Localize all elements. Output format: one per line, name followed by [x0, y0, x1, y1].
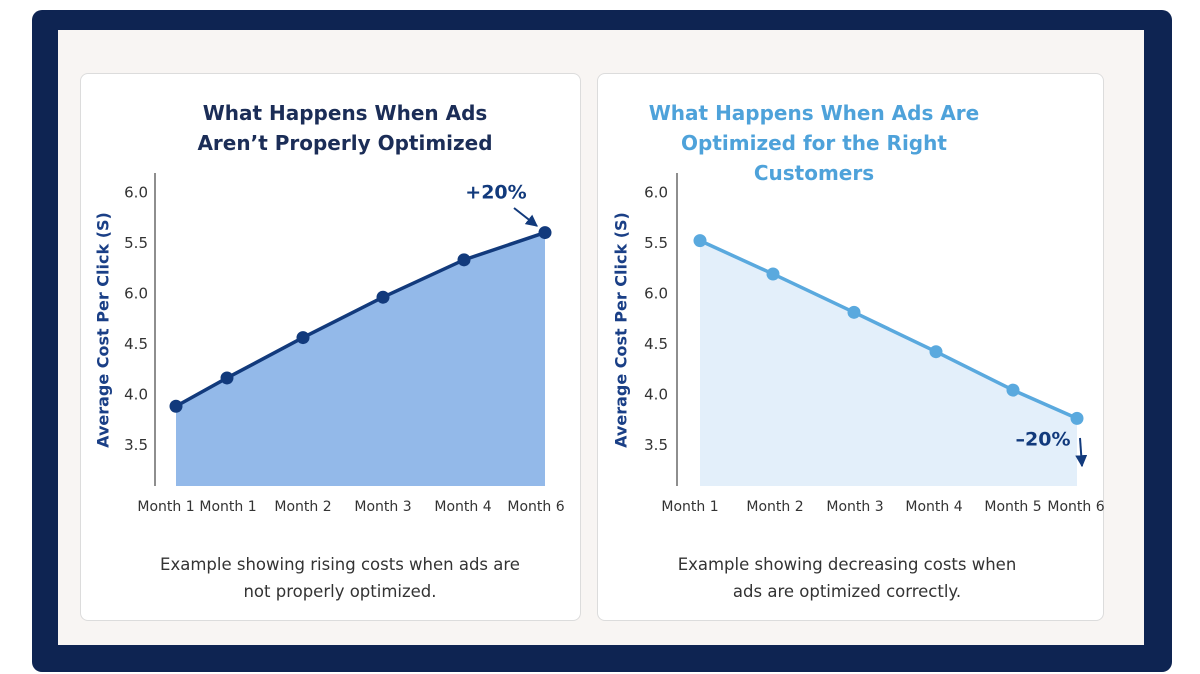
annotation: –20%: [1016, 429, 1071, 451]
caption: Example showing decreasing costs when ad…: [677, 555, 1017, 601]
x-tick-label: Month 4: [434, 499, 491, 515]
point: [693, 234, 707, 248]
point: [169, 399, 183, 413]
annotation: +20%: [465, 182, 526, 204]
x-tick-label: Month 4: [905, 499, 962, 515]
y-tick-label: 3.5: [644, 436, 668, 454]
point: [1070, 411, 1084, 425]
point: [538, 226, 552, 240]
y-tick-label: 5.5: [644, 234, 668, 252]
x-tick-label: Month 1: [137, 499, 194, 515]
y-tick-label: 6.0: [124, 285, 148, 303]
chart-title: What Happens When Ads Aren’t Properly Op…: [197, 101, 493, 155]
y-tick-label: 6.0: [644, 285, 668, 303]
x-tick-label: Month 6: [507, 499, 564, 515]
line: [699, 239, 1078, 420]
annotation-arrow: [1075, 437, 1088, 468]
x-tick-label: Month 2: [274, 499, 331, 515]
point: [376, 290, 390, 304]
x-tick-label: Month 3: [826, 499, 883, 515]
area: [700, 240, 1077, 486]
annotation-arrow: [513, 207, 538, 227]
y-tick-label: 6.0: [644, 184, 668, 202]
x-tick-label: Month 5: [984, 499, 1041, 515]
y-tick-label: 4.5: [124, 335, 148, 353]
point: [296, 331, 310, 345]
point: [457, 253, 471, 267]
point: [220, 371, 234, 385]
y-tick-label: 5.5: [124, 234, 148, 252]
point: [847, 305, 861, 319]
y-tick-label: 4.5: [644, 335, 668, 353]
point: [1006, 383, 1020, 397]
x-tick-label: Month 3: [354, 499, 411, 515]
point: [929, 345, 943, 359]
y-tick-label: 3.5: [124, 436, 148, 454]
x-tick-label: Month 2: [746, 499, 803, 515]
area: [176, 232, 545, 486]
y-tick-label: 4.0: [124, 386, 148, 404]
x-tick-label: Month 6: [1047, 499, 1104, 515]
y-tick-label: 4.0: [644, 386, 668, 404]
x-tick-label: Month 1: [199, 499, 256, 515]
line: [175, 230, 546, 408]
x-tick-label: Month 1: [661, 499, 718, 515]
caption: Example showing rising costs when ads ar…: [160, 555, 520, 601]
y-axis-label: Average Cost Per Click (S): [94, 212, 113, 448]
y-axis-label: Average Cost Per Click (S): [612, 212, 631, 448]
y-tick-label: 6.0: [124, 184, 148, 202]
point: [766, 267, 780, 281]
chart-title: What Happens When Ads Are Optimized for …: [648, 101, 980, 185]
